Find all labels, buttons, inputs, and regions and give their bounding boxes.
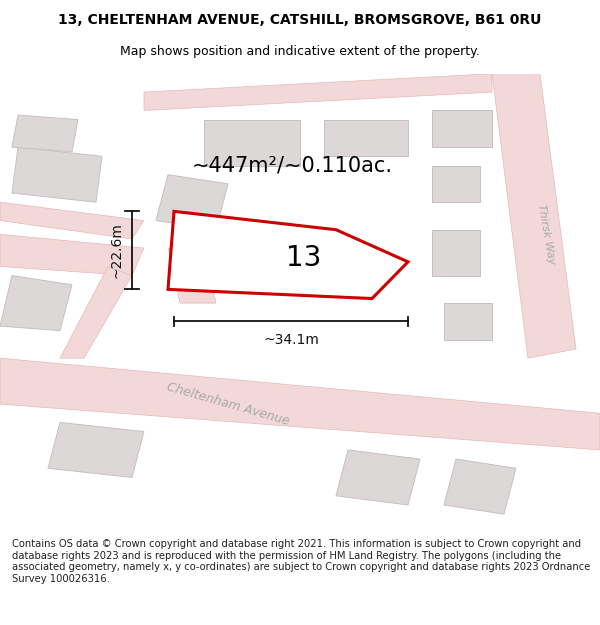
Text: 13, CHELTENHAM AVENUE, CATSHILL, BROMSGROVE, B61 0RU: 13, CHELTENHAM AVENUE, CATSHILL, BROMSGR… bbox=[58, 13, 542, 27]
Polygon shape bbox=[156, 174, 228, 230]
Polygon shape bbox=[432, 111, 492, 147]
Polygon shape bbox=[432, 166, 480, 202]
Polygon shape bbox=[444, 459, 516, 514]
Text: Thirsk Way: Thirsk Way bbox=[536, 203, 556, 265]
Polygon shape bbox=[444, 303, 492, 340]
Polygon shape bbox=[336, 450, 420, 505]
Text: Cheltenham Avenue: Cheltenham Avenue bbox=[165, 380, 291, 428]
Text: Map shows position and indicative extent of the property.: Map shows position and indicative extent… bbox=[120, 45, 480, 58]
Text: ~22.6m: ~22.6m bbox=[109, 222, 123, 278]
Text: Contains OS data © Crown copyright and database right 2021. This information is : Contains OS data © Crown copyright and d… bbox=[12, 539, 590, 584]
Polygon shape bbox=[0, 234, 144, 276]
Polygon shape bbox=[432, 230, 480, 276]
Polygon shape bbox=[324, 119, 408, 156]
Polygon shape bbox=[204, 119, 300, 166]
Polygon shape bbox=[0, 358, 600, 450]
Polygon shape bbox=[0, 202, 144, 239]
Text: 13: 13 bbox=[286, 244, 321, 272]
Polygon shape bbox=[168, 248, 216, 303]
Polygon shape bbox=[12, 147, 102, 202]
Polygon shape bbox=[168, 211, 408, 299]
Polygon shape bbox=[492, 74, 576, 358]
Polygon shape bbox=[60, 266, 132, 358]
Polygon shape bbox=[48, 422, 144, 478]
Text: ~447m²/~0.110ac.: ~447m²/~0.110ac. bbox=[192, 156, 393, 176]
Polygon shape bbox=[12, 115, 78, 152]
Polygon shape bbox=[144, 74, 492, 111]
Polygon shape bbox=[0, 276, 72, 331]
Text: ~34.1m: ~34.1m bbox=[263, 333, 319, 347]
